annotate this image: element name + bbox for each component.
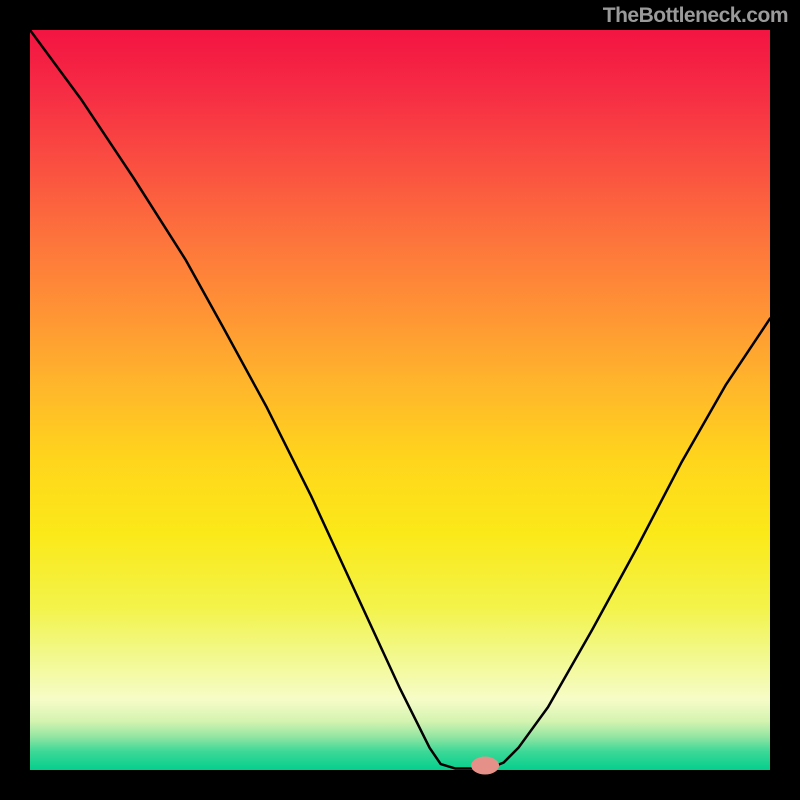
watermark-label: TheBottleneck.com [603, 4, 788, 28]
chart-root: TheBottleneck.com [0, 0, 800, 800]
chart-canvas [0, 0, 800, 800]
gradient-background [30, 30, 770, 770]
bottleneck-curve-chart [0, 0, 800, 800]
optimal-point-marker [471, 757, 499, 775]
